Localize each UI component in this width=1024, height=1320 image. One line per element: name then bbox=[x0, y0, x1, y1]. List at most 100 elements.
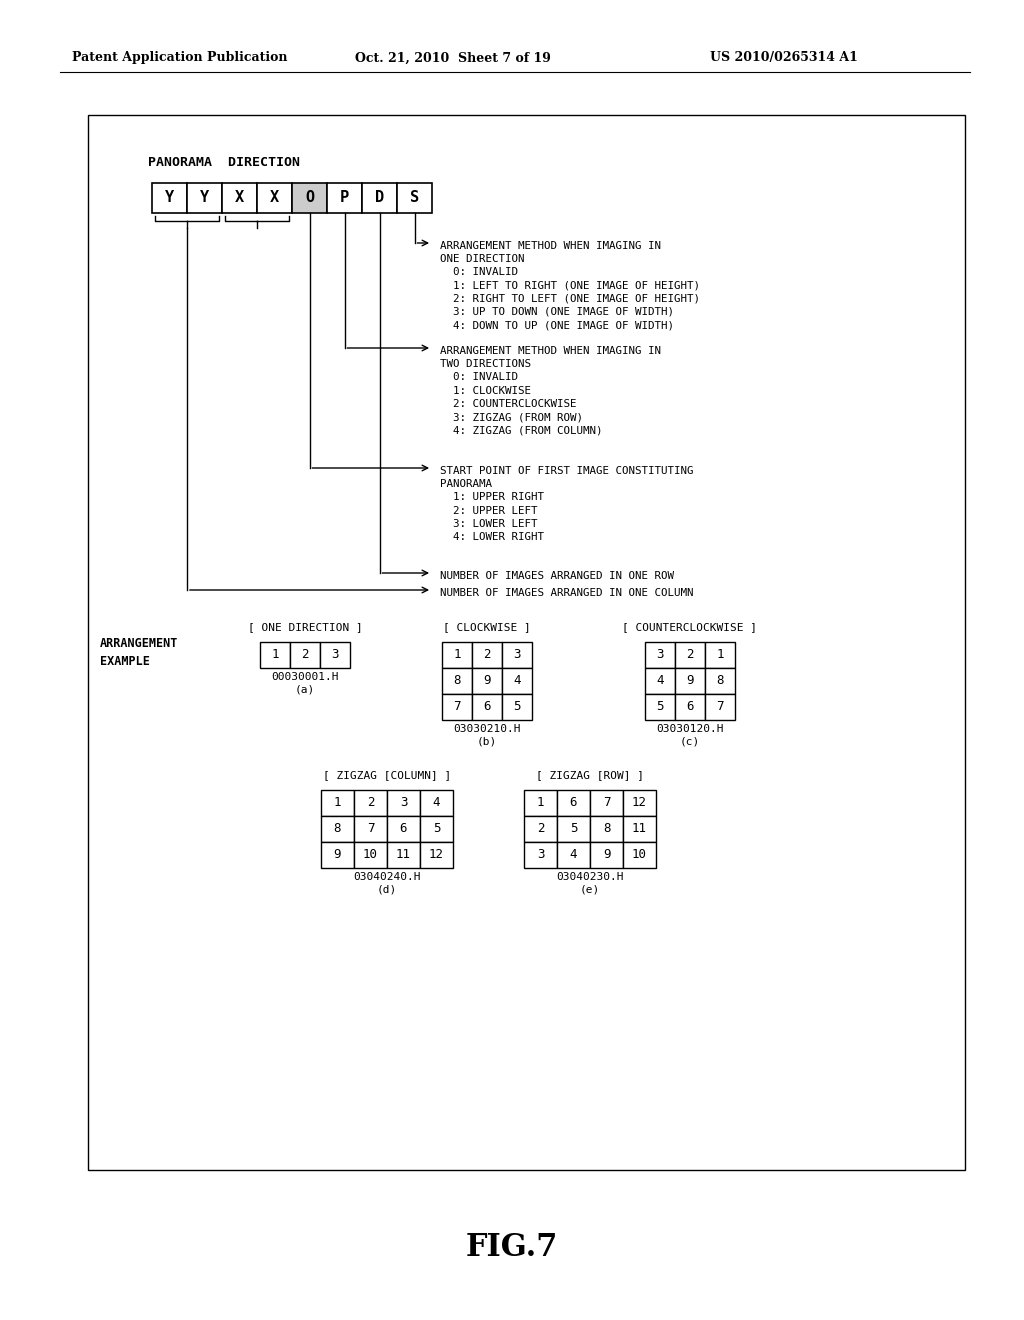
Text: Y: Y bbox=[165, 190, 174, 206]
Bar bbox=[420, 816, 453, 842]
Bar bbox=[675, 694, 705, 719]
Bar bbox=[292, 183, 327, 213]
Text: 1: 1 bbox=[537, 796, 544, 809]
Text: 7: 7 bbox=[367, 822, 374, 836]
Bar bbox=[645, 642, 675, 668]
Text: (c): (c) bbox=[680, 737, 700, 747]
Text: ARRANGEMENT METHOD WHEN IMAGING IN
ONE DIRECTION
  0: INVALID
  1: LEFT TO RIGHT: ARRANGEMENT METHOD WHEN IMAGING IN ONE D… bbox=[440, 242, 700, 330]
Text: 00030001.H: 00030001.H bbox=[271, 672, 339, 682]
Text: 1: 1 bbox=[454, 648, 461, 661]
Text: 4: 4 bbox=[656, 675, 664, 688]
Bar bbox=[502, 642, 532, 668]
Bar bbox=[362, 183, 397, 213]
Text: Patent Application Publication: Patent Application Publication bbox=[72, 51, 288, 65]
Text: (b): (b) bbox=[477, 737, 497, 747]
Text: 9: 9 bbox=[334, 849, 341, 862]
Text: 2: 2 bbox=[367, 796, 374, 809]
Bar bbox=[623, 789, 656, 816]
Text: 03030120.H: 03030120.H bbox=[656, 723, 724, 734]
Bar bbox=[260, 642, 290, 668]
Text: 3: 3 bbox=[399, 796, 408, 809]
Text: 03040230.H: 03040230.H bbox=[556, 873, 624, 882]
Text: FIG.7: FIG.7 bbox=[466, 1233, 558, 1263]
Bar bbox=[472, 642, 502, 668]
Bar bbox=[524, 789, 557, 816]
Bar bbox=[257, 183, 292, 213]
Text: 7: 7 bbox=[454, 701, 461, 714]
Text: 1: 1 bbox=[334, 796, 341, 809]
Bar bbox=[705, 668, 735, 694]
Bar bbox=[442, 668, 472, 694]
Text: 11: 11 bbox=[396, 849, 411, 862]
Text: 4: 4 bbox=[569, 849, 578, 862]
Text: 8: 8 bbox=[603, 822, 610, 836]
Text: 6: 6 bbox=[483, 701, 490, 714]
Text: PANORAMA  DIRECTION: PANORAMA DIRECTION bbox=[148, 157, 300, 169]
Text: [ ZIGZAG [ROW] ]: [ ZIGZAG [ROW] ] bbox=[536, 770, 644, 780]
Bar bbox=[590, 789, 623, 816]
Text: D: D bbox=[375, 190, 384, 206]
Bar bbox=[623, 816, 656, 842]
Text: [ ZIGZAG [COLUMN] ]: [ ZIGZAG [COLUMN] ] bbox=[323, 770, 452, 780]
Text: 10: 10 bbox=[362, 849, 378, 862]
Text: ARRANGEMENT METHOD WHEN IMAGING IN
TWO DIRECTIONS
  0: INVALID
  1: CLOCKWISE
  : ARRANGEMENT METHOD WHEN IMAGING IN TWO D… bbox=[440, 346, 662, 436]
Bar bbox=[387, 842, 420, 869]
Bar bbox=[645, 694, 675, 719]
Text: 5: 5 bbox=[433, 822, 440, 836]
Bar bbox=[705, 694, 735, 719]
Text: 3: 3 bbox=[537, 849, 544, 862]
Text: P: P bbox=[340, 190, 349, 206]
Bar bbox=[675, 668, 705, 694]
Text: 3: 3 bbox=[331, 648, 339, 661]
Text: 10: 10 bbox=[632, 849, 647, 862]
Text: 03040240.H: 03040240.H bbox=[353, 873, 421, 882]
Text: 5: 5 bbox=[513, 701, 521, 714]
Text: 5: 5 bbox=[656, 701, 664, 714]
Bar bbox=[472, 668, 502, 694]
Bar bbox=[705, 642, 735, 668]
Bar bbox=[88, 115, 965, 1170]
Bar bbox=[152, 183, 187, 213]
Bar bbox=[222, 183, 257, 213]
Text: 4: 4 bbox=[433, 796, 440, 809]
Bar bbox=[387, 789, 420, 816]
Text: [ CLOCKWISE ]: [ CLOCKWISE ] bbox=[443, 622, 530, 632]
Bar bbox=[557, 842, 590, 869]
Bar bbox=[187, 183, 222, 213]
Text: (a): (a) bbox=[295, 685, 315, 696]
Text: 5: 5 bbox=[569, 822, 578, 836]
Text: 8: 8 bbox=[716, 675, 724, 688]
Text: 4: 4 bbox=[513, 675, 521, 688]
Bar bbox=[590, 816, 623, 842]
Bar bbox=[557, 789, 590, 816]
Bar bbox=[321, 816, 354, 842]
Text: (d): (d) bbox=[377, 884, 397, 895]
Bar bbox=[557, 816, 590, 842]
Bar bbox=[420, 842, 453, 869]
Bar bbox=[590, 842, 623, 869]
Bar bbox=[387, 816, 420, 842]
Bar bbox=[645, 668, 675, 694]
Text: START POINT OF FIRST IMAGE CONSTITUTING
PANORAMA
  1: UPPER RIGHT
  2: UPPER LEF: START POINT OF FIRST IMAGE CONSTITUTING … bbox=[440, 466, 693, 543]
Bar bbox=[675, 642, 705, 668]
Text: 6: 6 bbox=[399, 822, 408, 836]
Text: US 2010/0265314 A1: US 2010/0265314 A1 bbox=[710, 51, 858, 65]
Text: 6: 6 bbox=[569, 796, 578, 809]
Bar bbox=[354, 842, 387, 869]
Text: 2: 2 bbox=[301, 648, 309, 661]
Bar bbox=[354, 816, 387, 842]
Text: 2: 2 bbox=[686, 648, 693, 661]
Text: X: X bbox=[234, 190, 244, 206]
Text: Oct. 21, 2010  Sheet 7 of 19: Oct. 21, 2010 Sheet 7 of 19 bbox=[355, 51, 551, 65]
Bar bbox=[290, 642, 319, 668]
Bar bbox=[321, 842, 354, 869]
Bar bbox=[502, 694, 532, 719]
Bar bbox=[420, 789, 453, 816]
Bar bbox=[442, 642, 472, 668]
Text: 6: 6 bbox=[686, 701, 693, 714]
Text: 1: 1 bbox=[716, 648, 724, 661]
Text: 8: 8 bbox=[334, 822, 341, 836]
Text: 9: 9 bbox=[686, 675, 693, 688]
Bar bbox=[319, 642, 350, 668]
Text: NUMBER OF IMAGES ARRANGED IN ONE COLUMN: NUMBER OF IMAGES ARRANGED IN ONE COLUMN bbox=[440, 587, 693, 598]
